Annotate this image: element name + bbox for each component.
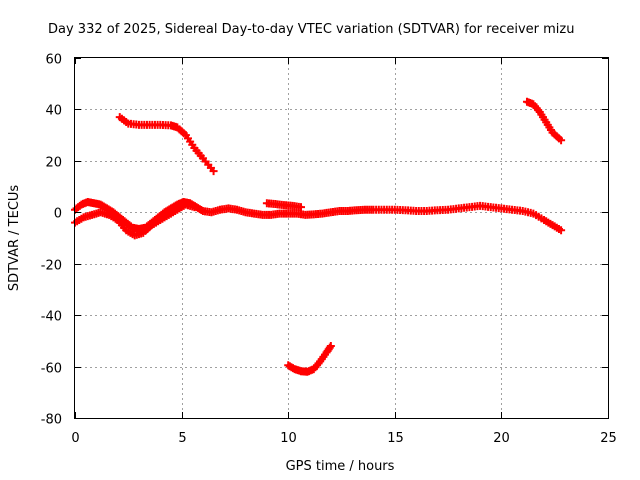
y-tick-label: 60 [45, 53, 62, 68]
y-tick-label: 40 [45, 104, 62, 119]
y-tick-label: -20 [41, 259, 62, 274]
data-point [190, 203, 199, 212]
chart-title: Day 332 of 2025, Sidereal Day-to-day VTE… [48, 22, 574, 37]
series-arc-main-3 [262, 199, 305, 212]
data-point [209, 167, 218, 176]
data-series [71, 97, 566, 376]
data-point [557, 226, 566, 235]
series-arc-high-1 [115, 113, 218, 176]
series-arc-high-2 [522, 97, 566, 145]
x-tick-label: 10 [280, 431, 297, 446]
data-point-interp [325, 343, 334, 352]
y-axis-label: SDTVAR / TECUs [7, 185, 22, 292]
data-point [557, 136, 566, 145]
y-tick-label: 0 [54, 207, 62, 222]
data-point [326, 342, 335, 350]
y-tick-label: -80 [41, 413, 62, 428]
x-tick-label: 5 [178, 431, 186, 446]
x-axis-ticks: 0 5 10 15 20 25 [71, 58, 617, 446]
y-tick-label: -60 [41, 362, 62, 377]
x-axis-label: GPS time / hours [286, 459, 395, 474]
y-axis-ticks: -80 -60 -40 -20 0 20 40 60 [41, 53, 608, 428]
x-tick-label: 15 [387, 431, 404, 446]
x-tick-label: 25 [600, 431, 617, 446]
data-point [296, 203, 305, 212]
x-tick-label: 0 [71, 431, 79, 446]
series-arc-low [284, 342, 335, 376]
grid-layer [75, 58, 608, 418]
y-tick-label: -40 [41, 310, 62, 325]
plot-frame [74, 57, 609, 419]
x-tick-label: 20 [493, 431, 510, 446]
y-tick-label: 20 [45, 156, 62, 171]
